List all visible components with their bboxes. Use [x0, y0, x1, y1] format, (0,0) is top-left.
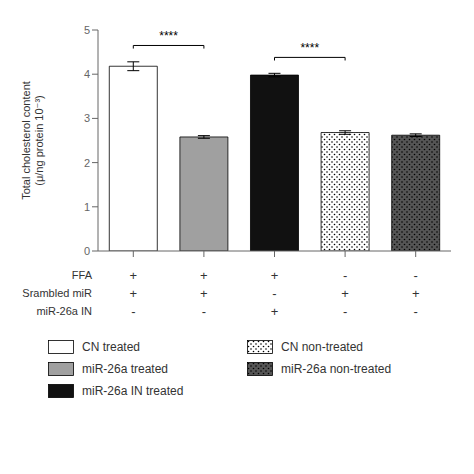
- svg-text:2: 2: [84, 157, 90, 169]
- svg-text:-: -: [202, 304, 206, 319]
- svg-text:+: +: [130, 286, 138, 301]
- svg-text:1: 1: [84, 201, 90, 213]
- svg-text:+: +: [200, 268, 208, 283]
- svg-text:-: -: [343, 268, 347, 283]
- svg-text:-: -: [272, 286, 276, 301]
- svg-text:+: +: [271, 304, 279, 319]
- svg-text:Total cholesterol content(μ/ng: Total cholesterol content(μ/ng protein 1…: [20, 81, 45, 200]
- html-text:CN non-treated: CN non-treated: [281, 340, 363, 354]
- html-text:CN treated: CN treated: [82, 340, 140, 354]
- svg-text:+: +: [341, 286, 349, 301]
- svg-text:+: +: [200, 286, 208, 301]
- svg-text:miR-26a IN: miR-26a IN: [36, 305, 92, 317]
- svg-text:-: -: [131, 304, 135, 319]
- svg-text:+: +: [412, 286, 420, 301]
- svg-text:+: +: [271, 268, 279, 283]
- svg-text:-: -: [343, 304, 347, 319]
- svg-text:0: 0: [84, 245, 90, 257]
- html-text:miR-26a non-treated: miR-26a non-treated: [281, 362, 392, 376]
- svg-text:4: 4: [84, 68, 90, 80]
- svg-text:+: +: [130, 268, 138, 283]
- svg-text:3: 3: [84, 112, 90, 124]
- svg-text:-: -: [414, 268, 418, 283]
- svg-text:Srambled miR: Srambled miR: [22, 287, 92, 299]
- svg-text:****: ****: [159, 29, 178, 43]
- svg-text:-: -: [414, 304, 418, 319]
- html-text:miR-26a treated: miR-26a treated: [82, 362, 168, 376]
- svg-text:FFA: FFA: [72, 269, 93, 281]
- svg-text:5: 5: [84, 24, 90, 36]
- svg-text:****: ****: [300, 41, 319, 55]
- html-text:miR-26a IN treated: miR-26a IN treated: [82, 384, 184, 398]
